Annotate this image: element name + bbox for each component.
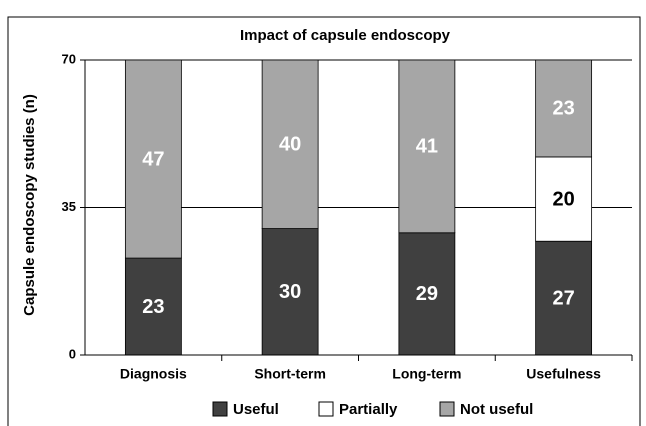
- legend-swatch: [318, 401, 334, 417]
- value-label: 20: [553, 188, 575, 210]
- bar-segment: [398, 59, 456, 234]
- x-tick-label: Usefulness: [526, 366, 601, 382]
- value-label: 47: [142, 148, 164, 170]
- value-label: 23: [142, 296, 164, 318]
- legend-label: Partially: [339, 401, 398, 418]
- value-label: 23: [553, 98, 575, 120]
- y-axis-label: Capsule endoscopy studies (n): [21, 94, 38, 316]
- bar-segment: [124, 59, 182, 259]
- legend-label: Not useful: [460, 401, 533, 418]
- legend-swatch: [439, 401, 455, 417]
- bar-segment: [398, 232, 456, 356]
- x-tick-label: Diagnosis: [120, 366, 187, 382]
- chart-title: Impact of capsule endoscopy: [240, 27, 451, 44]
- y-tick-label: 0: [69, 346, 76, 361]
- bar-segment: [535, 59, 593, 158]
- legend-swatch: [212, 401, 228, 417]
- y-tick-label: 35: [62, 199, 76, 214]
- value-label: 29: [416, 283, 438, 305]
- bar-segment: [261, 59, 319, 229]
- value-label: 27: [553, 287, 575, 309]
- x-tick-label: Long-term: [392, 366, 461, 382]
- frame: [7, 16, 641, 426]
- value-label: 40: [279, 134, 301, 156]
- x-tick-label: Short-term: [254, 366, 326, 382]
- bar-segment: [124, 257, 182, 356]
- bar-segment: [535, 156, 593, 242]
- value-label: 30: [279, 281, 301, 303]
- value-label: 41: [416, 136, 438, 158]
- legend-label: Useful: [233, 401, 279, 418]
- y-tick-label: 70: [62, 51, 76, 66]
- bar-segment: [535, 240, 593, 356]
